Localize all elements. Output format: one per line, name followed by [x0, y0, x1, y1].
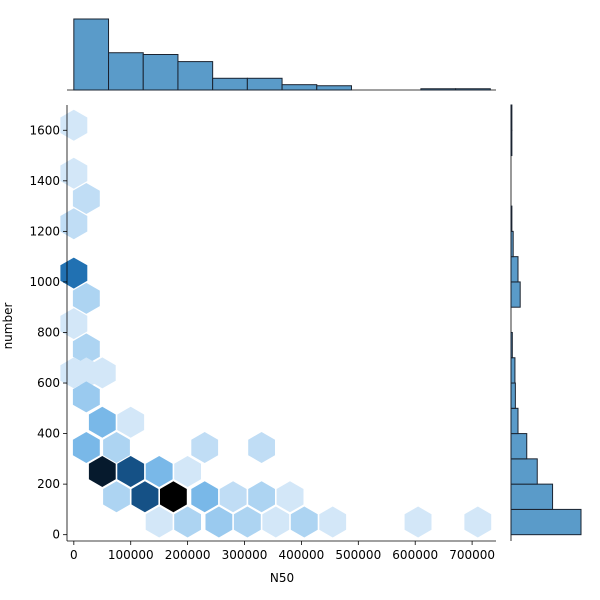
y-tick-label: 1600 — [29, 123, 60, 137]
right-hist-bar — [510, 205, 513, 232]
right-hist-bar — [510, 407, 519, 435]
top-hist-bar — [108, 52, 144, 91]
y-tick-label: 200 — [37, 477, 60, 491]
x-tick-label: 300000 — [222, 548, 268, 562]
hexbin-cell — [60, 257, 88, 289]
x-tick-label: 0 — [70, 548, 78, 562]
right-hist-bar — [510, 256, 519, 283]
top-hist-bar — [177, 61, 214, 91]
right-hist-bar — [510, 458, 538, 485]
top-histogram — [67, 18, 496, 91]
right-hist-bar — [510, 382, 516, 409]
hexbin-cell — [72, 183, 100, 214]
top-hist-bar — [420, 88, 457, 91]
y-tick-label: 1400 — [29, 174, 60, 188]
hexbin-cell — [262, 506, 290, 538]
hexbin-cell — [117, 406, 145, 438]
hexbin-cell — [88, 406, 116, 438]
hexbin-cell — [174, 456, 201, 487]
y-axis-label: number — [1, 303, 15, 350]
hexbin-cell — [72, 381, 100, 413]
x-tick-label: 400000 — [279, 548, 325, 562]
hexbin-cell — [404, 506, 432, 538]
hexbin-cell — [60, 308, 88, 340]
right-hist-bar — [510, 357, 516, 384]
hexbin-cell — [233, 506, 261, 538]
top-hist-bar — [316, 85, 352, 91]
x-tick-label: 600000 — [392, 548, 438, 562]
top-hist-bar — [281, 84, 318, 91]
hexbin-cell — [60, 208, 88, 240]
right-hist-bar — [510, 483, 554, 510]
hexbin-cell — [131, 481, 159, 513]
hexbin-cell — [117, 456, 145, 487]
x-axis: 0 100000 200000 300000 400000 500000 600000 700… — [67, 540, 496, 562]
hexbin-cell — [464, 506, 492, 538]
hexbin-cell — [103, 432, 130, 463]
x-tick-label: 500000 — [335, 548, 381, 562]
hexbin-cell — [290, 506, 318, 538]
right-hist-bar — [510, 281, 521, 308]
top-hist-bar — [455, 88, 491, 91]
right-histogram — [510, 104, 582, 541]
y-tick-label: 1200 — [29, 224, 60, 238]
y-tick-label: 800 — [37, 325, 60, 339]
right-hist-bar — [510, 230, 514, 258]
y-tick-label: 600 — [37, 376, 60, 390]
hexbin-cell — [219, 481, 247, 513]
hexbin-cell — [191, 481, 219, 513]
right-hist-bar — [510, 331, 513, 359]
hexbin-cell — [60, 109, 88, 141]
hexbin-cell — [205, 506, 233, 538]
right-hist-bar — [510, 104, 513, 131]
hexbin-cell — [72, 282, 100, 314]
right-hist-bar — [510, 508, 582, 536]
x-tick-label: 100000 — [108, 548, 154, 562]
hexbin-cell — [60, 157, 88, 189]
top-hist-bar — [246, 77, 283, 91]
hexbin-cell — [88, 357, 116, 389]
y-axis: 0 200 400 600 800 1000 1200 1400 1600 — [29, 105, 68, 542]
hexbin-cell — [191, 432, 219, 463]
hexbin-cell — [72, 432, 100, 463]
top-hist-bar — [142, 54, 179, 91]
top-hist-bar — [212, 77, 248, 91]
hexbin-cell — [160, 481, 187, 513]
hexbin-cell — [248, 481, 275, 513]
right-hist-bar — [510, 129, 513, 157]
hexbin-cell — [319, 506, 347, 538]
y-tick-label: 0 — [52, 528, 60, 542]
hexbin-plot — [60, 109, 492, 538]
hexbin-cell — [145, 506, 173, 538]
x-tick-label: 200000 — [165, 548, 211, 562]
hexbin-cell — [248, 432, 275, 463]
hexbin-cell — [174, 506, 201, 538]
hexbin-cell — [88, 456, 116, 487]
hexbin-cell — [103, 481, 130, 513]
top-hist-bar — [73, 18, 110, 91]
x-axis-label: N50 — [270, 571, 294, 585]
y-tick-label: 1000 — [29, 275, 60, 289]
hexbin-cell — [145, 456, 173, 487]
hexbin-cell — [276, 481, 304, 513]
x-tick-label: 700000 — [449, 548, 495, 562]
hexbin-cell — [72, 333, 100, 365]
right-hist-bar — [510, 433, 528, 460]
y-tick-label: 400 — [37, 427, 60, 441]
